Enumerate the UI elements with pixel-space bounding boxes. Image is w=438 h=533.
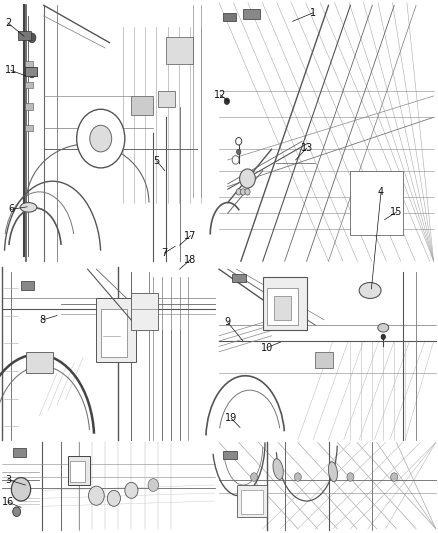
Bar (241, 490, 263, 514)
Ellipse shape (20, 203, 37, 212)
Bar (131, 96, 153, 115)
Circle shape (236, 189, 241, 195)
Ellipse shape (273, 458, 283, 480)
Bar (274, 296, 291, 320)
Bar (26, 352, 53, 373)
Circle shape (381, 334, 385, 340)
Text: 8: 8 (40, 315, 46, 325)
Circle shape (11, 478, 31, 501)
Bar (18, 31, 31, 40)
Ellipse shape (359, 282, 381, 298)
Bar (2, 3, 216, 264)
Circle shape (240, 189, 246, 195)
Bar (243, 9, 260, 19)
Circle shape (237, 149, 241, 155)
Text: 10: 10 (261, 343, 273, 352)
Circle shape (88, 486, 104, 505)
Circle shape (245, 189, 250, 195)
Circle shape (28, 69, 35, 78)
Circle shape (391, 473, 398, 481)
Ellipse shape (328, 462, 337, 482)
Text: 12: 12 (214, 90, 226, 100)
Bar (158, 91, 175, 107)
Bar (70, 461, 85, 482)
Text: 11: 11 (5, 66, 17, 75)
Text: 4: 4 (378, 187, 384, 197)
Bar (25, 125, 33, 131)
Bar (237, 485, 267, 517)
Text: 18: 18 (184, 255, 197, 264)
Text: 17: 17 (184, 231, 197, 240)
Bar (25, 103, 33, 110)
Bar (101, 309, 127, 357)
Text: 19: 19 (225, 414, 237, 423)
Circle shape (28, 33, 36, 43)
Circle shape (77, 109, 125, 168)
Text: 16: 16 (2, 497, 14, 507)
Text: 9: 9 (225, 318, 231, 327)
Bar (223, 13, 236, 21)
Circle shape (240, 169, 255, 188)
Circle shape (90, 125, 112, 152)
Bar (232, 274, 246, 282)
Bar (25, 82, 33, 88)
Ellipse shape (378, 324, 389, 332)
Circle shape (294, 473, 301, 481)
Text: 3: 3 (5, 475, 11, 484)
Circle shape (13, 507, 21, 516)
Bar (68, 456, 90, 485)
Circle shape (125, 482, 138, 498)
Text: 5: 5 (154, 156, 160, 166)
Text: 2: 2 (5, 18, 11, 28)
Text: 1: 1 (310, 8, 316, 18)
Bar (13, 448, 26, 457)
Circle shape (224, 98, 230, 104)
Bar (131, 293, 158, 330)
Bar (315, 352, 333, 368)
Bar (350, 171, 403, 235)
Circle shape (232, 156, 239, 164)
Text: 7: 7 (161, 248, 167, 258)
Circle shape (251, 473, 258, 481)
Circle shape (107, 490, 120, 506)
Circle shape (148, 479, 159, 491)
Bar (267, 288, 298, 325)
Bar (263, 277, 307, 330)
Circle shape (236, 138, 242, 145)
Bar (96, 298, 136, 362)
Text: 13: 13 (300, 143, 313, 153)
Circle shape (347, 473, 354, 481)
Bar (25, 61, 33, 67)
Bar (166, 37, 193, 64)
Text: 15: 15 (390, 207, 403, 217)
Bar (21, 281, 34, 290)
Bar (223, 451, 237, 459)
Text: 6: 6 (8, 205, 14, 214)
Bar (25, 67, 37, 76)
